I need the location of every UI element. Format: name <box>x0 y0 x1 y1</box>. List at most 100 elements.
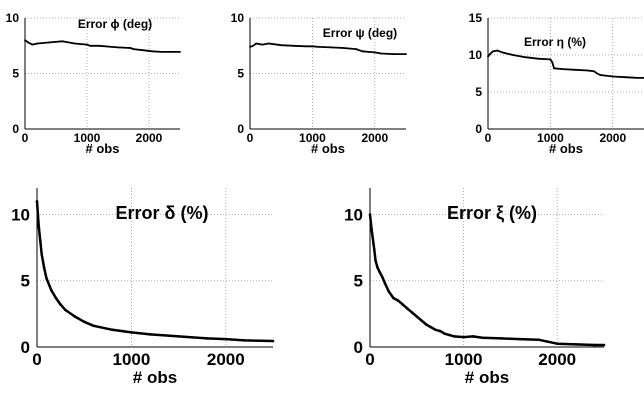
chart-panel-4: 0 5 10 0 1000 2000 # obs Error δ (%) <box>11 188 275 387</box>
data-point <box>249 45 251 48</box>
data-point <box>524 56 527 59</box>
x-axis-label: # obs <box>549 141 583 156</box>
data-point <box>553 67 556 70</box>
data-point <box>574 68 577 71</box>
data-point <box>330 46 333 49</box>
data-point <box>141 49 144 52</box>
y-tick-label: 0 <box>475 122 482 136</box>
data-point <box>48 41 51 44</box>
data-point <box>372 247 376 251</box>
data-point <box>376 266 379 269</box>
data-point <box>586 69 589 72</box>
data-point <box>611 75 614 78</box>
y-tick-label: 0 <box>12 122 19 136</box>
chart-title: Error δ (%) <box>116 203 209 223</box>
data-point <box>624 76 627 79</box>
data-point <box>271 339 275 343</box>
data-point <box>387 290 391 293</box>
data-point <box>243 339 246 342</box>
data-point <box>258 43 261 45</box>
data-point <box>73 315 77 318</box>
x-tick-label: 0 <box>485 131 492 145</box>
data-point <box>471 335 475 338</box>
x-tick-label: 1000 <box>112 350 150 369</box>
data-point <box>117 46 119 49</box>
data-point <box>496 49 499 52</box>
data-point <box>378 270 381 273</box>
x-tick-label: 2000 <box>361 131 388 145</box>
data-point <box>224 337 228 341</box>
data-point <box>59 303 62 306</box>
data-point <box>280 44 283 47</box>
data-point <box>443 332 447 336</box>
data-point <box>438 329 442 333</box>
x-axis-label: # obs <box>311 141 345 156</box>
data-point <box>45 276 48 280</box>
chart-title: Error ξ (%) <box>447 203 537 224</box>
series-line <box>368 214 604 347</box>
data-point <box>636 77 639 79</box>
y-tick-label: 10 <box>231 11 245 25</box>
y-tick-label: 0 <box>21 338 30 357</box>
y-tick-label: 10 <box>11 205 30 224</box>
series-line <box>35 201 274 343</box>
data-point <box>481 336 484 340</box>
y-tick-label: 0 <box>354 338 363 357</box>
data-point <box>317 45 320 48</box>
data-point <box>555 342 559 345</box>
data-point <box>31 43 34 46</box>
data-point <box>373 51 376 54</box>
data-point <box>61 40 64 43</box>
data-point <box>415 315 419 318</box>
data-point <box>452 335 456 338</box>
x-tick-label: 1000 <box>537 131 564 145</box>
y-tick-label: 10 <box>469 48 483 62</box>
data-point <box>305 45 308 48</box>
x-tick-label: 0 <box>365 350 374 369</box>
data-point <box>205 337 209 340</box>
data-point <box>27 41 29 44</box>
chart-panel-2: 0 5 10 0 1000 2000 # obs Error ψ (deg) <box>231 11 407 156</box>
x-tick-label: 1000 <box>445 350 483 369</box>
data-point <box>396 299 400 302</box>
chart-panel-1: 0 5 10 0 1000 2000 # obs Error ϕ (deg) <box>6 11 181 156</box>
data-point <box>255 42 258 45</box>
data-point <box>502 51 505 54</box>
data-point <box>424 323 428 326</box>
x-tick-label: 0 <box>22 131 29 145</box>
x-tick-label: 0 <box>247 131 254 145</box>
data-point <box>546 340 550 344</box>
data-point <box>405 53 407 55</box>
y-tick-label: 5 <box>237 67 244 81</box>
data-point <box>130 331 133 334</box>
chart-title: Error ϕ (deg) <box>78 17 152 31</box>
data-point <box>54 296 58 300</box>
data-point <box>35 199 39 203</box>
y-tick-label: 10 <box>6 11 20 25</box>
data-point <box>537 338 540 342</box>
data-point <box>392 296 395 300</box>
data-point <box>37 226 41 230</box>
data-point <box>24 39 26 42</box>
data-point <box>499 337 503 340</box>
data-point <box>492 50 494 53</box>
data-point <box>361 50 364 53</box>
y-tick-label: 0 <box>237 122 244 136</box>
data-point <box>36 213 40 216</box>
data-point <box>148 333 152 336</box>
data-point <box>36 42 39 45</box>
data-point <box>371 237 375 240</box>
data-point <box>292 44 295 47</box>
data-point <box>129 47 132 49</box>
data-point <box>593 343 596 347</box>
data-point <box>489 52 492 55</box>
data-point <box>355 48 357 50</box>
data-point <box>342 47 345 49</box>
y-tick-label: 5 <box>354 272 363 291</box>
data-point <box>561 68 564 70</box>
data-point <box>518 337 522 341</box>
data-point <box>177 335 180 338</box>
data-point <box>311 45 314 48</box>
data-point <box>98 44 101 47</box>
data-point <box>380 52 382 55</box>
